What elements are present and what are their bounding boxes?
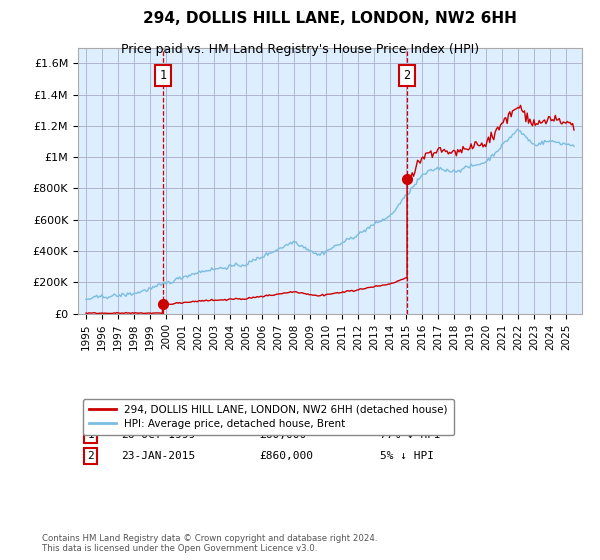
- Text: £60,000: £60,000: [259, 430, 307, 440]
- Text: 1: 1: [160, 69, 167, 82]
- Text: 2: 2: [404, 69, 410, 82]
- Text: Price paid vs. HM Land Registry's House Price Index (HPI): Price paid vs. HM Land Registry's House …: [121, 43, 479, 55]
- Text: 23-JAN-2015: 23-JAN-2015: [121, 451, 195, 461]
- Title: 294, DOLLIS HILL LANE, LONDON, NW2 6HH: 294, DOLLIS HILL LANE, LONDON, NW2 6HH: [143, 11, 517, 26]
- Text: 77% ↓ HPI: 77% ↓ HPI: [380, 430, 441, 440]
- Text: Contains HM Land Registry data © Crown copyright and database right 2024.
This d: Contains HM Land Registry data © Crown c…: [42, 534, 377, 553]
- Text: £860,000: £860,000: [259, 451, 313, 461]
- Text: 5% ↓ HPI: 5% ↓ HPI: [380, 451, 434, 461]
- Legend: 294, DOLLIS HILL LANE, LONDON, NW2 6HH (detached house), HPI: Average price, det: 294, DOLLIS HILL LANE, LONDON, NW2 6HH (…: [83, 399, 454, 435]
- Text: 2: 2: [87, 451, 94, 461]
- Text: 26-OCT-1999: 26-OCT-1999: [121, 430, 195, 440]
- Text: 1: 1: [87, 430, 94, 440]
